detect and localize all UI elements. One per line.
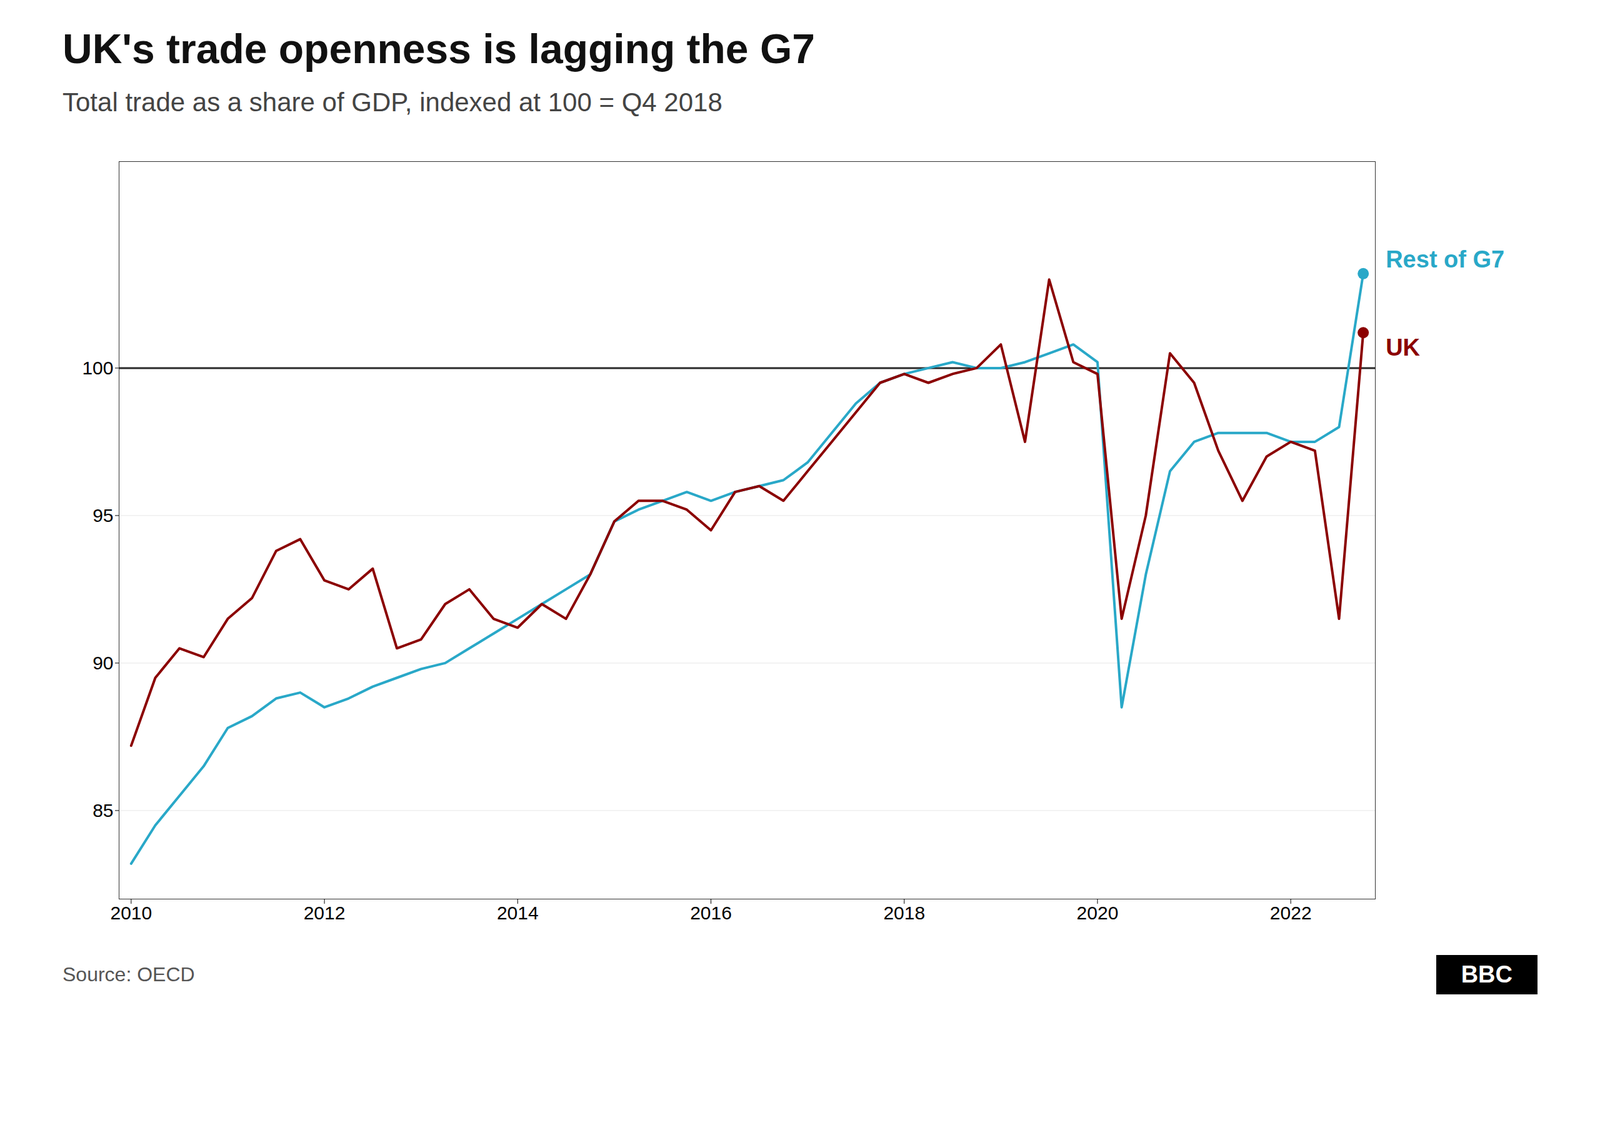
html-text:BBC: BBC xyxy=(1461,961,1513,988)
svg-text:2020: 2020 xyxy=(1076,902,1119,924)
svg-text:Rest of G7: Rest of G7 xyxy=(1385,246,1505,273)
html-text:Total trade as a share of GDP,: Total trade as a share of GDP, indexed a… xyxy=(62,87,723,117)
html-text:Source: OECD: Source: OECD xyxy=(62,963,195,986)
svg-text:2012: 2012 xyxy=(303,902,346,924)
svg-text:90: 90 xyxy=(92,652,114,674)
svg-text:2014: 2014 xyxy=(496,902,539,924)
svg-text:2018: 2018 xyxy=(883,902,925,924)
svg-text:85: 85 xyxy=(92,800,114,821)
svg-text:2022: 2022 xyxy=(1270,902,1312,924)
svg-text:100: 100 xyxy=(81,357,114,379)
svg-text:2016: 2016 xyxy=(690,902,732,924)
svg-text:UK: UK xyxy=(1385,334,1420,361)
html-text:UK's trade openness is lagging: UK's trade openness is lagging the G7 xyxy=(62,25,815,72)
svg-text:2010: 2010 xyxy=(110,902,152,924)
svg-text:95: 95 xyxy=(92,505,114,526)
